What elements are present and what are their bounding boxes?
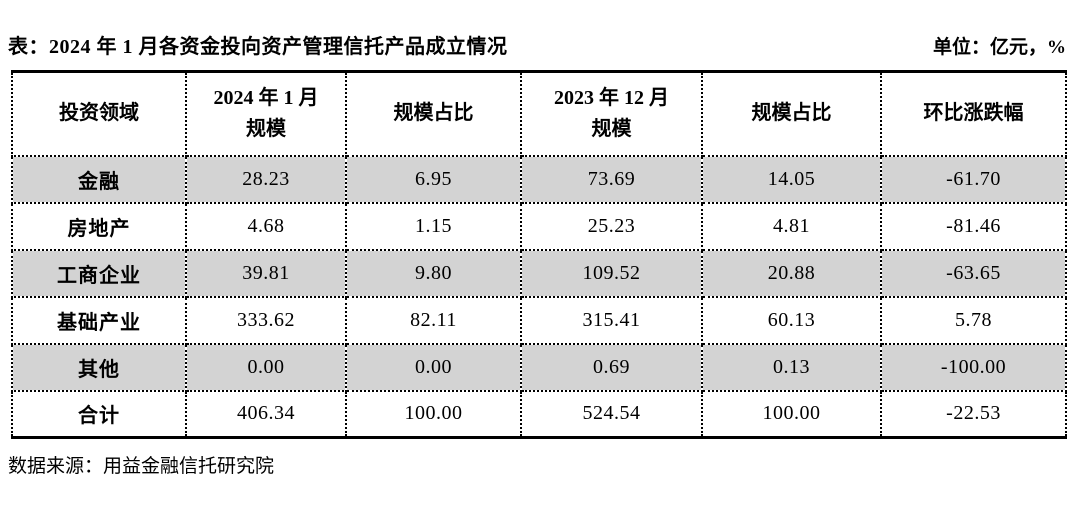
table-cell: 100.00 bbox=[701, 389, 882, 439]
column-header-label: 规模占比 bbox=[751, 102, 832, 125]
table-cell: 25.23 bbox=[520, 201, 703, 251]
unit-label: 单位：亿元，% bbox=[932, 37, 1066, 58]
table-row-real-estate: 房地产 4.68 1.15 25.23 4.81 -81.46 bbox=[11, 201, 1067, 251]
row-header: 合计 bbox=[11, 389, 187, 439]
table-cell: -22.53 bbox=[880, 389, 1067, 439]
row-header: 房地产 bbox=[11, 201, 187, 251]
table-row-other: 其他 0.00 0.00 0.69 0.13 -100.00 bbox=[11, 342, 1067, 392]
table-cell: 82.11 bbox=[345, 295, 522, 345]
column-header-mom-change: 环比涨跌幅 bbox=[880, 70, 1067, 157]
table-cell: 109.52 bbox=[520, 248, 703, 298]
column-header-label: 2024 年 1 月 bbox=[213, 86, 319, 109]
row-header: 基础产业 bbox=[11, 295, 187, 345]
table-cell: -100.00 bbox=[880, 342, 1067, 392]
data-source-note: 数据来源：用益金融信托研究院 bbox=[8, 456, 275, 477]
header-row: 投资领域 2024 年 1 月规模 规模占比 2023 年 12 月规模 规模占… bbox=[11, 70, 1067, 157]
table-cell: -63.65 bbox=[880, 248, 1067, 298]
table-cell: 0.00 bbox=[345, 342, 522, 392]
table-cell: 524.54 bbox=[520, 389, 703, 439]
column-header-dec2023-share: 规模占比 bbox=[701, 70, 882, 157]
table-cell: 1.15 bbox=[345, 201, 522, 251]
table-cell: 406.34 bbox=[185, 389, 347, 439]
table-cell: 14.05 bbox=[701, 154, 882, 204]
table-cell: -61.70 bbox=[880, 154, 1067, 204]
table-cell: 4.68 bbox=[185, 201, 347, 251]
caption-row: 表：2024 年 1 月各资金投向资产管理信托产品成立情况 单位：亿元，% bbox=[0, 0, 1080, 59]
table-row-infrastructure: 基础产业 333.62 82.11 315.41 60.13 5.78 bbox=[11, 295, 1067, 345]
row-header: 金融 bbox=[11, 154, 187, 204]
table-cell: 9.80 bbox=[345, 248, 522, 298]
table-cell: 39.81 bbox=[185, 248, 347, 298]
column-header-label: 投资领域 bbox=[59, 102, 139, 125]
row-header: 其他 bbox=[11, 342, 187, 392]
table-cell: -81.46 bbox=[880, 201, 1067, 251]
column-header-label: 环比涨跌幅 bbox=[923, 102, 1024, 125]
table-cell: 333.62 bbox=[185, 295, 347, 345]
column-header-dec2023-scale: 2023 年 12 月规模 bbox=[520, 70, 703, 157]
row-header: 工商企业 bbox=[11, 248, 187, 298]
table-cell: 315.41 bbox=[520, 295, 703, 345]
table-row-finance: 金融 28.23 6.95 73.69 14.05 -61.70 bbox=[11, 154, 1067, 204]
table-cell: 60.13 bbox=[701, 295, 882, 345]
table-cell: 6.95 bbox=[345, 154, 522, 204]
table-row-total: 合计 406.34 100.00 524.54 100.00 -22.53 bbox=[11, 389, 1067, 439]
table-cell: 0.13 bbox=[701, 342, 882, 392]
table-caption: 表：2024 年 1 月各资金投向资产管理信托产品成立情况 bbox=[8, 36, 508, 58]
column-header-investment-field: 投资领域 bbox=[11, 70, 187, 157]
table-cell: 20.88 bbox=[701, 248, 882, 298]
column-header-label: 2023 年 12 月 bbox=[554, 86, 669, 109]
column-header-label: 规模 bbox=[246, 117, 286, 140]
column-header-jan2024-share: 规模占比 bbox=[345, 70, 522, 157]
table-cell: 5.78 bbox=[880, 295, 1067, 345]
table-cell: 100.00 bbox=[345, 389, 522, 439]
column-header-jan2024-scale: 2024 年 1 月规模 bbox=[185, 70, 347, 157]
table-cell: 0.69 bbox=[520, 342, 703, 392]
trust-products-table: 投资领域 2024 年 1 月规模 规模占比 2023 年 12 月规模 规模占… bbox=[11, 70, 1067, 439]
table-cell: 28.23 bbox=[185, 154, 347, 204]
table-cell: 0.00 bbox=[185, 342, 347, 392]
table-row-industrial-commercial: 工商企业 39.81 9.80 109.52 20.88 -63.65 bbox=[11, 248, 1067, 298]
table-cell: 4.81 bbox=[701, 201, 882, 251]
column-header-label: 规模 bbox=[591, 117, 632, 140]
table-cell: 73.69 bbox=[520, 154, 703, 204]
column-header-label: 规模占比 bbox=[393, 102, 474, 125]
